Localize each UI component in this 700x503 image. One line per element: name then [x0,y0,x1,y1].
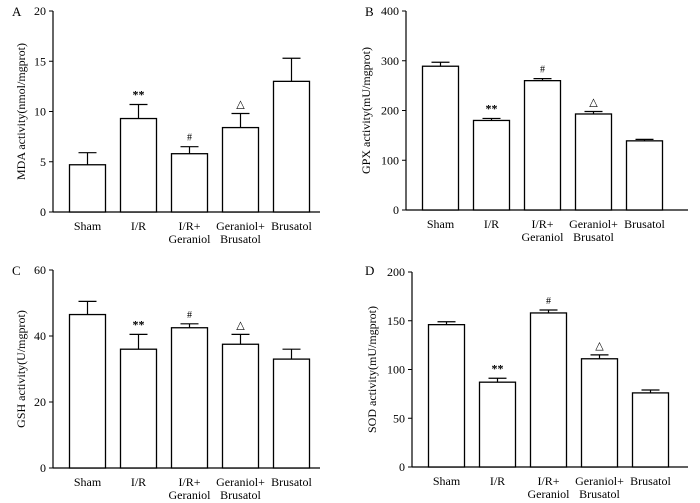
significance-marker: # [187,310,192,321]
bar-c-1 [119,348,158,469]
y-axis-title: MDA activity(nmol/mgprot) [14,43,28,180]
x-category-label: I/R+ [178,475,200,489]
bar-a-0 [68,164,107,213]
x-category-label: I/R [484,217,499,231]
x-category-label: Brusatol [579,487,620,501]
x-category-label: Brusatol [220,232,261,246]
x-category-label: Sham [74,475,102,489]
y-tick-label: 300 [381,54,399,68]
panel-letter: C [12,263,21,278]
significance-marker: △ [236,319,245,331]
x-category-label: I/R [131,219,146,233]
bar-a-1 [119,117,158,213]
bar-d-2 [529,312,568,468]
chart-panel-d: D 0 50 100 150 200 SOD activity(mU/mgprot) Sham… [365,263,688,501]
chart-panel-a: A 0 5 10 15 20 MDA activity(nmol/mgprot) Sham **… [12,4,320,246]
x-category-label: Geraniol+ [569,217,618,231]
significance-marker: △ [595,340,604,352]
bar-b-4 [625,140,664,211]
bar-b-0 [421,65,460,211]
panel-letter: B [365,4,374,19]
x-category-label: Brusatol [220,488,261,502]
bar-d-4 [631,392,670,468]
x-category-label: Sham [433,474,461,488]
chart-panel-b: B 0 100 200 300 400 GPX activity(mU/mgprot) Sha… [359,4,688,244]
y-tick-label: 0 [40,205,46,219]
bar-a-4 [272,80,311,213]
x-category-label: Geraniol+ [216,475,265,489]
significance-marker: # [546,296,551,307]
significance-marker: △ [236,99,245,111]
significance-marker: ** [486,101,498,115]
bar-b-3 [574,113,613,211]
x-category-label: Geraniol [528,487,571,501]
y-tick-label: 0 [399,460,405,474]
x-category-label: Geraniol [169,488,212,502]
bar-b-1 [472,119,511,211]
y-tick-label: 100 [387,363,405,377]
bar-d-0 [427,323,466,468]
y-axis-title: SOD activity(mU/mgprot) [365,306,379,433]
bar-a-3 [221,126,260,213]
bar-a-2 [170,153,209,213]
y-tick-label: 60 [34,263,46,277]
x-category-label: I/R [490,474,505,488]
x-category-label: Brusatol [271,219,312,233]
bar-d-1 [478,381,517,468]
x-category-label: Geraniol [169,232,212,246]
x-category-label: Sham [427,217,455,231]
significance-marker: ** [492,361,504,375]
significance-marker: # [187,133,192,144]
x-category-label: Brusatol [630,474,671,488]
y-tick-label: 5 [40,155,46,169]
y-tick-label: 20 [34,4,46,18]
bar-c-3 [221,343,260,469]
y-tick-label: 10 [34,105,46,119]
x-category-label: Brusatol [573,230,614,244]
panel-letter: A [12,4,22,19]
y-tick-label: 200 [381,104,399,118]
significance-marker: # [540,65,545,76]
x-category-label: Geraniol [522,230,565,244]
bar-b-2 [523,80,562,211]
bar-d-3 [580,358,619,468]
x-category-label: I/R+ [531,217,553,231]
y-tick-label: 0 [40,461,46,475]
y-tick-label: 0 [393,203,399,217]
y-axis-title: GPX activity(mU/mgprot) [359,47,373,174]
y-tick-label: 20 [34,395,46,409]
x-category-label: I/R+ [178,219,200,233]
x-category-label: Sham [74,219,102,233]
significance-marker: △ [589,96,598,108]
x-category-label: Brusatol [271,475,312,489]
y-tick-label: 150 [387,314,405,328]
x-category-label: Geraniol+ [575,474,624,488]
y-tick-label: 200 [387,265,405,279]
panel-letter: D [365,263,374,278]
bar-c-4 [272,358,311,469]
chart-panel-c: C 0 20 40 60 GSH activity(U/mgprot) Sham ** I/R #… [12,263,320,502]
y-tick-label: 400 [381,4,399,18]
y-tick-label: 15 [34,54,46,68]
x-category-label: Geraniol+ [216,219,265,233]
y-tick-label: 100 [381,153,399,167]
y-tick-label: 50 [393,411,405,425]
x-category-label: I/R+ [537,474,559,488]
significance-marker: ** [133,317,145,331]
x-category-label: I/R [131,475,146,489]
y-axis-title: GSH activity(U/mgprot) [14,310,28,428]
bar-c-0 [68,313,107,469]
significance-marker: ** [133,87,145,101]
bar-c-2 [170,327,209,469]
y-tick-label: 40 [34,329,46,343]
x-category-label: Brusatol [624,217,665,231]
